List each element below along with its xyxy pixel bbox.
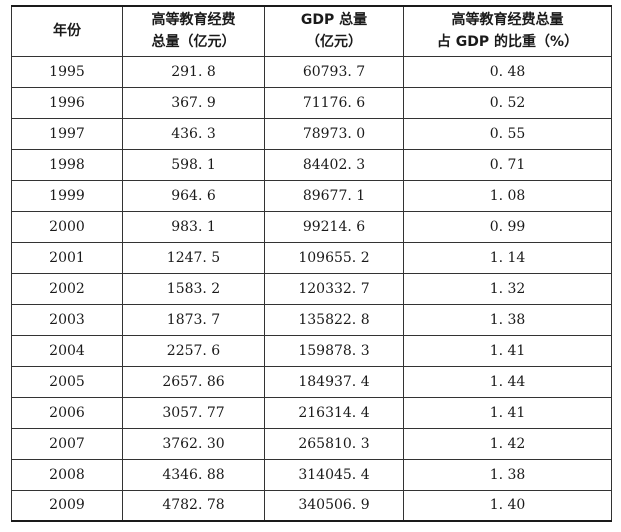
cell-gdp: 120332. 7 bbox=[264, 272, 404, 305]
cell-expenditure: 367. 9 bbox=[122, 86, 265, 119]
cell-year: 1996 bbox=[11, 86, 123, 119]
table-header: 年份 高等教育经费 总量（亿元） GDP 总量 （亿元） 高等教育经费总量 占 … bbox=[11, 5, 612, 57]
cell-expenditure: 436. 3 bbox=[122, 117, 265, 150]
cell-gdp: 99214. 6 bbox=[264, 210, 404, 243]
header-year: 年份 bbox=[11, 5, 123, 57]
table-row: 1999 964. 6 89677. 1 1. 08 bbox=[11, 179, 612, 212]
cell-year: 2001 bbox=[11, 241, 123, 274]
cell-expenditure: 4346. 88 bbox=[122, 458, 265, 491]
header-expenditure-line-2: 总量（亿元） bbox=[151, 34, 236, 51]
table-row: 1996 367. 9 71176. 6 0. 52 bbox=[11, 86, 612, 119]
table-row: 2005 2657. 86 184937. 4 1. 44 bbox=[11, 365, 612, 398]
cell-ratio: 0. 55 bbox=[403, 117, 612, 150]
cell-year: 2000 bbox=[11, 210, 123, 243]
cell-year: 1995 bbox=[11, 55, 123, 88]
header-ratio-line-1: 高等教育经费总量 bbox=[451, 12, 564, 29]
table-row: 1998 598. 1 84402. 3 0. 71 bbox=[11, 148, 612, 181]
cell-gdp: 71176. 6 bbox=[264, 86, 404, 119]
header-gdp-line-1: GDP 总量 bbox=[300, 12, 368, 29]
header-gdp-line-2: （亿元） bbox=[306, 34, 362, 51]
cell-ratio: 1. 08 bbox=[403, 179, 612, 212]
cell-expenditure: 3762. 30 bbox=[122, 427, 265, 460]
cell-ratio: 1. 38 bbox=[403, 458, 612, 491]
header-row: 年份 高等教育经费 总量（亿元） GDP 总量 （亿元） 高等教育经费总量 占 … bbox=[11, 5, 612, 57]
table-row: 2007 3762. 30 265810. 3 1. 42 bbox=[11, 427, 612, 460]
table-row: 1997 436. 3 78973. 0 0. 55 bbox=[11, 117, 612, 150]
header-gdp: GDP 总量 （亿元） bbox=[264, 5, 404, 57]
cell-expenditure: 598. 1 bbox=[122, 148, 265, 181]
cell-gdp: 84402. 3 bbox=[264, 148, 404, 181]
document-page: 年份 高等教育经费 总量（亿元） GDP 总量 （亿元） 高等教育经费总量 占 … bbox=[11, 5, 612, 522]
cell-ratio: 0. 99 bbox=[403, 210, 612, 243]
cell-expenditure: 983. 1 bbox=[122, 210, 265, 243]
table-row: 2002 1583. 2 120332. 7 1. 32 bbox=[11, 272, 612, 305]
cell-year: 2005 bbox=[11, 365, 123, 398]
cell-ratio: 0. 71 bbox=[403, 148, 612, 181]
cell-expenditure: 1247. 5 bbox=[122, 241, 265, 274]
cell-gdp: 340506. 9 bbox=[264, 489, 404, 522]
cell-ratio: 0. 52 bbox=[403, 86, 612, 119]
cell-expenditure: 1873. 7 bbox=[122, 303, 265, 336]
cell-gdp: 159878. 3 bbox=[264, 334, 404, 367]
cell-gdp: 216314. 4 bbox=[264, 396, 404, 429]
cell-ratio: 1. 32 bbox=[403, 272, 612, 305]
table-body: 1995 291. 8 60793. 7 0. 48 1996 367. 9 7… bbox=[11, 55, 612, 522]
table-row: 2001 1247. 5 109655. 2 1. 14 bbox=[11, 241, 612, 274]
cell-expenditure: 291. 8 bbox=[122, 55, 265, 88]
cell-year: 2003 bbox=[11, 303, 123, 336]
cell-year: 2009 bbox=[11, 489, 123, 522]
cell-expenditure: 964. 6 bbox=[122, 179, 265, 212]
cell-year: 2007 bbox=[11, 427, 123, 460]
cell-expenditure: 1583. 2 bbox=[122, 272, 265, 305]
header-ratio-line-2: 占 GDP 的比重（%） bbox=[436, 34, 579, 51]
cell-year: 1997 bbox=[11, 117, 123, 150]
table-row: 2006 3057. 77 216314. 4 1. 41 bbox=[11, 396, 612, 429]
table-row: 2004 2257. 6 159878. 3 1. 41 bbox=[11, 334, 612, 367]
cell-year: 2008 bbox=[11, 458, 123, 491]
cell-expenditure: 2657. 86 bbox=[122, 365, 265, 398]
cell-gdp: 109655. 2 bbox=[264, 241, 404, 274]
education-expenditure-table: 年份 高等教育经费 总量（亿元） GDP 总量 （亿元） 高等教育经费总量 占 … bbox=[11, 5, 612, 522]
cell-year: 2004 bbox=[11, 334, 123, 367]
cell-expenditure: 4782. 78 bbox=[122, 489, 265, 522]
table-row: 2009 4782. 78 340506. 9 1. 40 bbox=[11, 489, 612, 522]
table-row: 2008 4346. 88 314045. 4 1. 38 bbox=[11, 458, 612, 491]
cell-gdp: 265810. 3 bbox=[264, 427, 404, 460]
cell-gdp: 314045. 4 bbox=[264, 458, 404, 491]
cell-ratio: 1. 41 bbox=[403, 396, 612, 429]
cell-year: 2002 bbox=[11, 272, 123, 305]
cell-ratio: 1. 38 bbox=[403, 303, 612, 336]
cell-ratio: 1. 41 bbox=[403, 334, 612, 367]
cell-year: 2006 bbox=[11, 396, 123, 429]
cell-ratio: 1. 42 bbox=[403, 427, 612, 460]
cell-gdp: 184937. 4 bbox=[264, 365, 404, 398]
cell-gdp: 135822. 8 bbox=[264, 303, 404, 336]
table-row: 2003 1873. 7 135822. 8 1. 38 bbox=[11, 303, 612, 336]
cell-ratio: 1. 44 bbox=[403, 365, 612, 398]
cell-gdp: 78973. 0 bbox=[264, 117, 404, 150]
cell-ratio: 1. 40 bbox=[403, 489, 612, 522]
cell-gdp: 60793. 7 bbox=[264, 55, 404, 88]
cell-year: 1998 bbox=[11, 148, 123, 181]
header-year-line-1: 年份 bbox=[53, 23, 81, 40]
header-expenditure-line-1: 高等教育经费 bbox=[151, 12, 236, 29]
header-ratio: 高等教育经费总量 占 GDP 的比重（%） bbox=[403, 5, 612, 57]
table-row: 1995 291. 8 60793. 7 0. 48 bbox=[11, 55, 612, 88]
table-row: 2000 983. 1 99214. 6 0. 99 bbox=[11, 210, 612, 243]
cell-year: 1999 bbox=[11, 179, 123, 212]
cell-ratio: 0. 48 bbox=[403, 55, 612, 88]
cell-gdp: 89677. 1 bbox=[264, 179, 404, 212]
cell-expenditure: 2257. 6 bbox=[122, 334, 265, 367]
cell-ratio: 1. 14 bbox=[403, 241, 612, 274]
header-expenditure: 高等教育经费 总量（亿元） bbox=[122, 5, 265, 57]
cell-expenditure: 3057. 77 bbox=[122, 396, 265, 429]
